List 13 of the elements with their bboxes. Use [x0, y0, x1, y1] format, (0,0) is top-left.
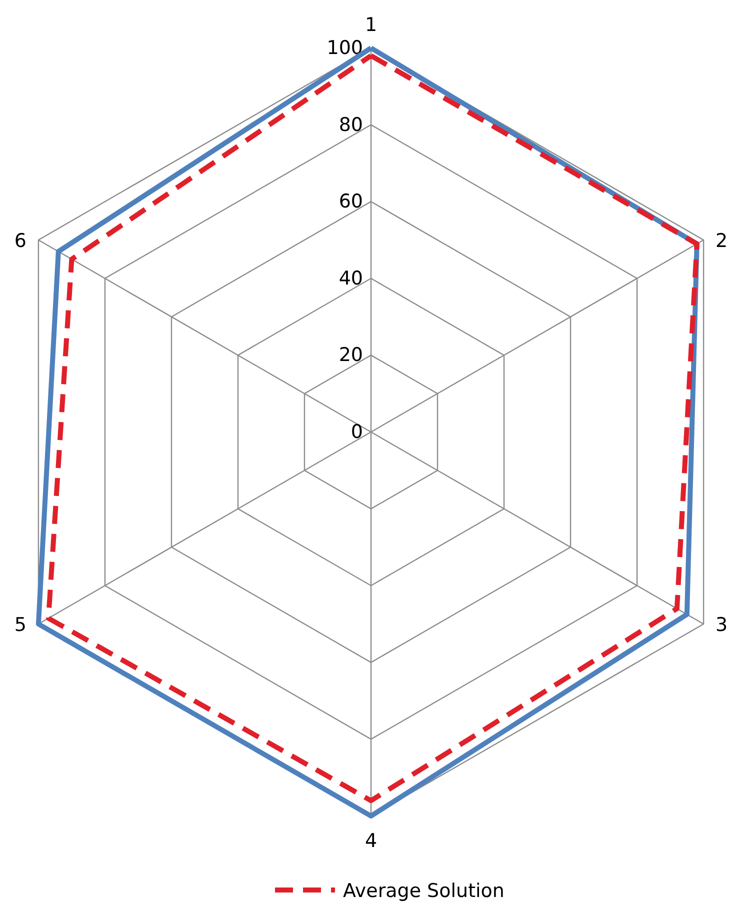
spoke-label: 6: [14, 230, 26, 252]
y-tick-label: 80: [338, 114, 363, 136]
spoke-label: 3: [716, 614, 728, 636]
spoke-label: 4: [364, 830, 378, 852]
legend-label: Average Solution: [343, 880, 504, 902]
y-tick-label: 60: [338, 190, 363, 213]
spoke-label: 2: [716, 230, 728, 252]
y-tick-label: 40: [338, 267, 363, 290]
y-tick-label: 20: [338, 344, 363, 366]
y-tick-label: 0: [350, 421, 363, 443]
spoke-label: 1: [364, 14, 378, 36]
spoke-label: 5: [14, 614, 26, 636]
y-tick-label: 100: [326, 37, 363, 59]
